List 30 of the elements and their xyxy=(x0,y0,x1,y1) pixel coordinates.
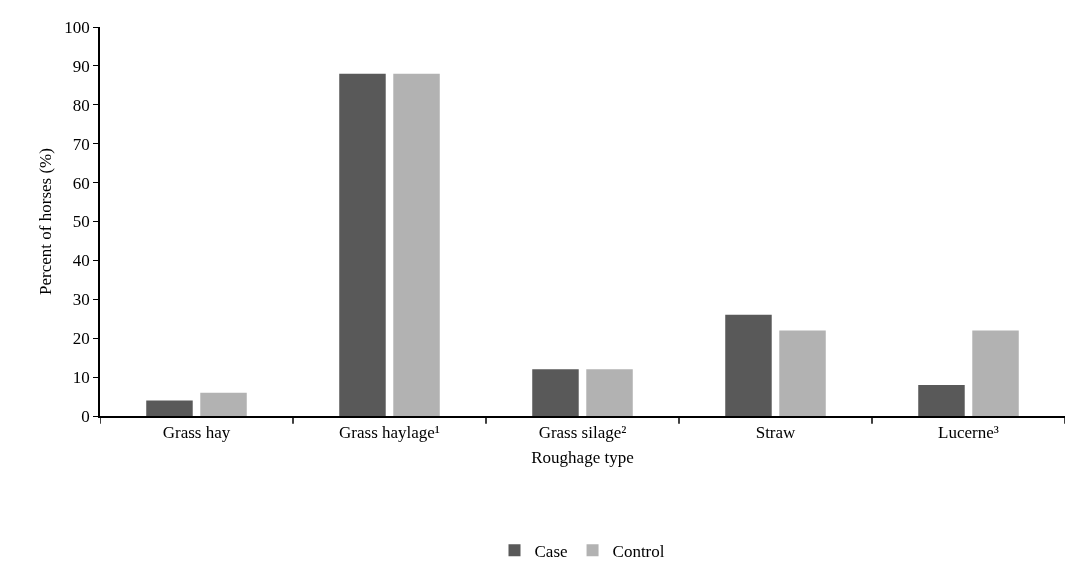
y-tick-label: 90 xyxy=(72,56,90,76)
bar xyxy=(779,330,826,416)
y-tick-label: 30 xyxy=(72,290,90,310)
x-tick-label: Grass hay xyxy=(162,423,231,443)
x-tick-label: Grass silage² xyxy=(538,423,627,443)
y-tick-label: 20 xyxy=(72,329,90,349)
bar xyxy=(586,369,633,416)
bar xyxy=(146,400,193,416)
bar xyxy=(339,73,386,416)
y-tick-label: 0 xyxy=(81,406,90,426)
y-axis-title: Percent of horses (%) xyxy=(36,148,56,295)
y-tick-label: 100 xyxy=(64,17,90,37)
x-tick-label: Lucerne³ xyxy=(938,423,999,443)
bar xyxy=(725,314,772,416)
x-tick-label: Grass haylage¹ xyxy=(339,423,440,443)
y-tick-label: 10 xyxy=(72,368,90,388)
bar xyxy=(918,384,965,416)
y-tick-label: 70 xyxy=(72,134,90,154)
y-tick-label: 40 xyxy=(72,251,90,271)
legend-label: Case xyxy=(534,541,568,561)
x-axis-title: Roughage type xyxy=(531,448,634,468)
y-tick-label: 50 xyxy=(72,212,90,232)
x-tick-label: Straw xyxy=(755,423,797,443)
y-tick-label: 80 xyxy=(72,95,90,115)
bar xyxy=(393,73,440,416)
bar xyxy=(972,330,1019,416)
bar xyxy=(200,392,247,416)
bar xyxy=(532,369,579,416)
y-tick-label: 60 xyxy=(72,173,90,193)
legend-label: Control xyxy=(612,541,665,561)
